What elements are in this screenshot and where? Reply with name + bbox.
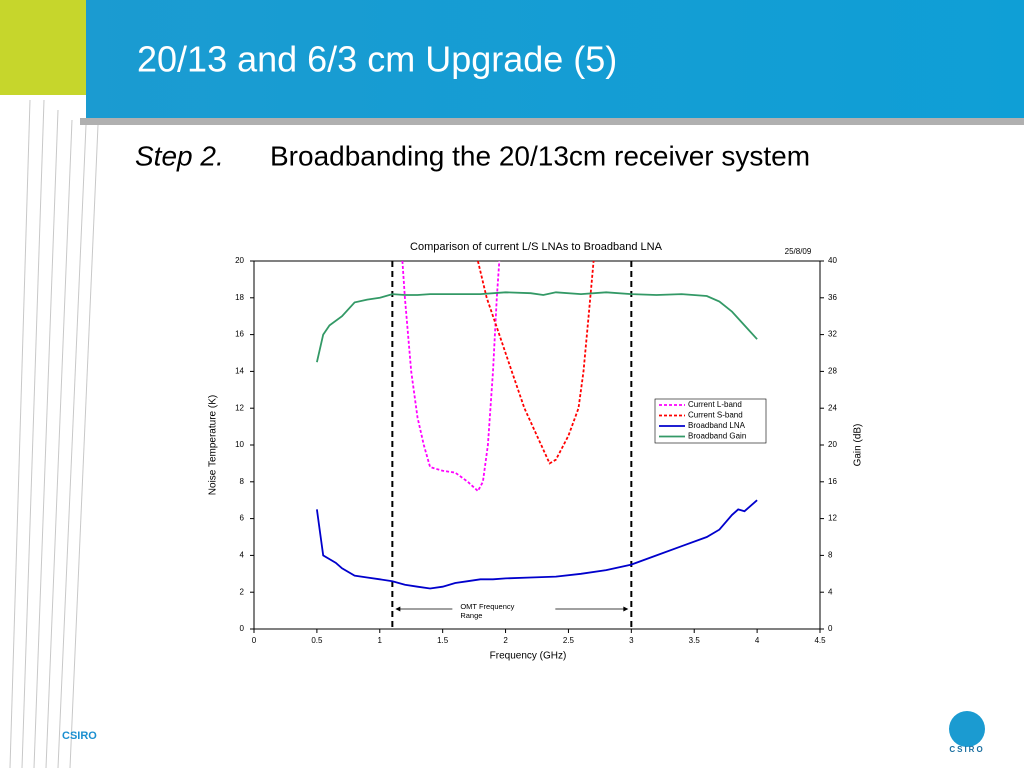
chart-area bbox=[196, 238, 836, 666]
x-tick-label: 2.5 bbox=[563, 636, 575, 645]
series-line bbox=[316, 291, 758, 363]
x-tick-label: 3.5 bbox=[689, 636, 701, 645]
left-decoration bbox=[9, 99, 99, 768]
arrow-head bbox=[395, 606, 401, 612]
chart-title: Comparison of current L/S LNAs to Broadb… bbox=[410, 241, 663, 253]
x-tick-label: 2 bbox=[503, 636, 508, 645]
y-tick-label: 4 bbox=[240, 551, 245, 560]
y-tick-label: 16 bbox=[235, 330, 244, 339]
annotation: Range bbox=[460, 611, 482, 620]
x-axis-label: Frequency (GHz) bbox=[490, 651, 567, 662]
y-tick-label: 8 bbox=[240, 477, 245, 486]
logo-text: CSIRO bbox=[949, 745, 984, 754]
y2-tick-label: 0 bbox=[828, 624, 833, 633]
x-tick-label: 0.5 bbox=[311, 636, 323, 645]
y2-tick-label: 28 bbox=[828, 367, 837, 376]
y2-tick-label: 12 bbox=[828, 514, 837, 523]
chart-date: 25/8/09 bbox=[785, 247, 812, 256]
x-tick-label: 1.5 bbox=[437, 636, 449, 645]
logo bbox=[949, 711, 985, 747]
series-line bbox=[401, 260, 501, 493]
slide-title: 20/13 and 6/3 cm Upgrade (5) bbox=[137, 39, 617, 80]
y-axis-label: Noise Temperature (K) bbox=[208, 395, 219, 495]
step-label: Step 2. bbox=[135, 140, 224, 171]
x-tick-label: 1 bbox=[378, 636, 383, 645]
legend-label: Current L-band bbox=[688, 400, 742, 409]
legend-label: Broadband Gain bbox=[688, 432, 746, 441]
arrow-head bbox=[623, 606, 629, 612]
y2-tick-label: 32 bbox=[828, 330, 837, 339]
y-tick-label: 18 bbox=[235, 293, 244, 302]
corner-block bbox=[0, 0, 86, 95]
y2-tick-label: 16 bbox=[828, 477, 837, 486]
x-tick-label: 4.5 bbox=[814, 636, 826, 645]
x-tick-label: 0 bbox=[252, 636, 257, 645]
y-tick-label: 2 bbox=[240, 587, 245, 596]
footer: CSIRO bbox=[62, 730, 97, 742]
y-tick-label: 10 bbox=[235, 440, 244, 449]
y-tick-label: 6 bbox=[240, 514, 245, 523]
y-tick-label: 12 bbox=[235, 403, 244, 412]
y2-tick-label: 24 bbox=[828, 403, 837, 412]
y2-tick-label: 4 bbox=[828, 587, 833, 596]
legend-label: Current S-band bbox=[688, 411, 743, 420]
y2-tick-label: 36 bbox=[828, 293, 837, 302]
x-tick-label: 3 bbox=[629, 636, 634, 645]
legend-label: Broadband LNA bbox=[688, 421, 746, 430]
header-band bbox=[86, 0, 1024, 118]
y-tick-label: 14 bbox=[235, 367, 244, 376]
x-tick-label: 4 bbox=[755, 636, 760, 645]
y2-tick-label: 20 bbox=[828, 440, 837, 449]
y-tick-label: 0 bbox=[240, 624, 245, 633]
annotation: OMT Frequency bbox=[460, 602, 514, 611]
series-line bbox=[316, 499, 758, 590]
y-tick-label: 20 bbox=[235, 256, 244, 265]
y2-tick-label: 40 bbox=[828, 256, 837, 265]
y2-axis-label: Gain (dB) bbox=[853, 424, 864, 467]
y2-tick-label: 8 bbox=[828, 551, 833, 560]
header-stripe bbox=[80, 118, 1024, 125]
slide-subtitle: Broadbanding the 20/13cm receiver system bbox=[270, 140, 810, 171]
series-line bbox=[477, 260, 595, 465]
